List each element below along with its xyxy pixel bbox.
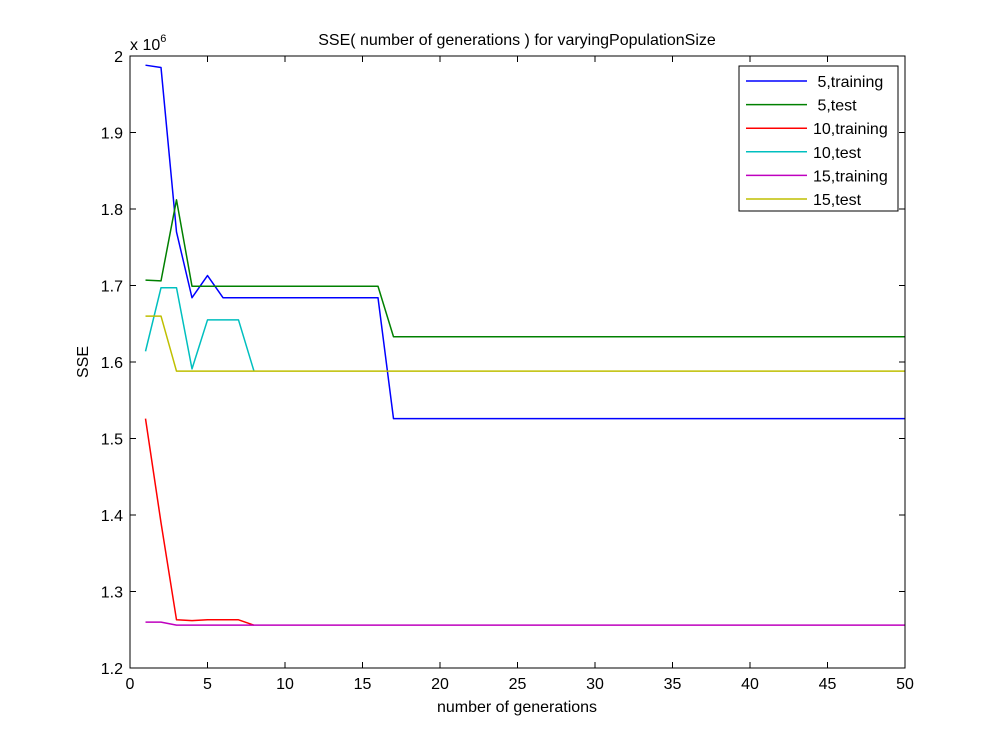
y-tick-label: 1.5 (101, 432, 123, 449)
x-axis: 0 5 10 15 20 25 30 35 40 45 50 (126, 56, 914, 693)
legend: 5,training 5,test 10,training 10,test 15,tr… (738, 65, 899, 212)
x-tick-label: 50 (896, 676, 914, 693)
x-tick-label: 20 (431, 676, 449, 693)
y-multiplier-label: x 106 (130, 33, 166, 54)
y-axis-label: SSE (75, 346, 92, 378)
y-tick-label: 1.6 (101, 355, 123, 372)
legend-label: 15,training (813, 168, 888, 185)
y-tick-label: 1.4 (101, 508, 123, 525)
series-line-3 (144, 287, 255, 372)
legend-label: 10,test (813, 145, 862, 162)
legend-label: 5,test (813, 98, 857, 115)
x-tick-label: 45 (819, 676, 837, 693)
x-tick-label: 15 (354, 676, 372, 693)
series-layer (144, 64, 905, 626)
y-multiplier-exponent: 6 (160, 33, 166, 45)
series-line-1 (145, 199, 905, 338)
x-tick-label: 40 (741, 676, 759, 693)
y-tick-label: 1.3 (101, 585, 123, 602)
legend-box (738, 65, 899, 212)
y-tick-label: 1.8 (101, 202, 123, 219)
x-tick-label: 35 (664, 676, 682, 693)
y-tick-label: 1.7 (101, 279, 123, 296)
y-multiplier-base: x 10 (130, 37, 160, 54)
x-tick-label: 30 (586, 676, 604, 693)
x-axis-label: number of generations (437, 699, 597, 716)
legend-label: 15,test (813, 192, 862, 209)
x-tick-label: 0 (126, 676, 135, 693)
x-tick-label: 10 (276, 676, 294, 693)
series-line-0 (145, 64, 905, 420)
y-tick-label: 2 (114, 49, 123, 66)
y-tick-label: 1.2 (101, 661, 123, 678)
series-line-2 (144, 418, 255, 626)
x-tick-label: 25 (509, 676, 527, 693)
legend-label: 10,training (813, 121, 888, 138)
series-line-5 (145, 315, 905, 372)
y-axis: 1.2 1.3 1.4 1.5 1.6 1.7 1.8 1.9 2 (101, 49, 905, 678)
legend-label: 5,training (813, 74, 883, 91)
x-tick-label: 5 (203, 676, 212, 693)
y-tick-label: 1.9 (101, 126, 123, 143)
series-line-4 (145, 621, 905, 626)
chart-title: SSE( number of generations ) for varying… (318, 32, 716, 49)
